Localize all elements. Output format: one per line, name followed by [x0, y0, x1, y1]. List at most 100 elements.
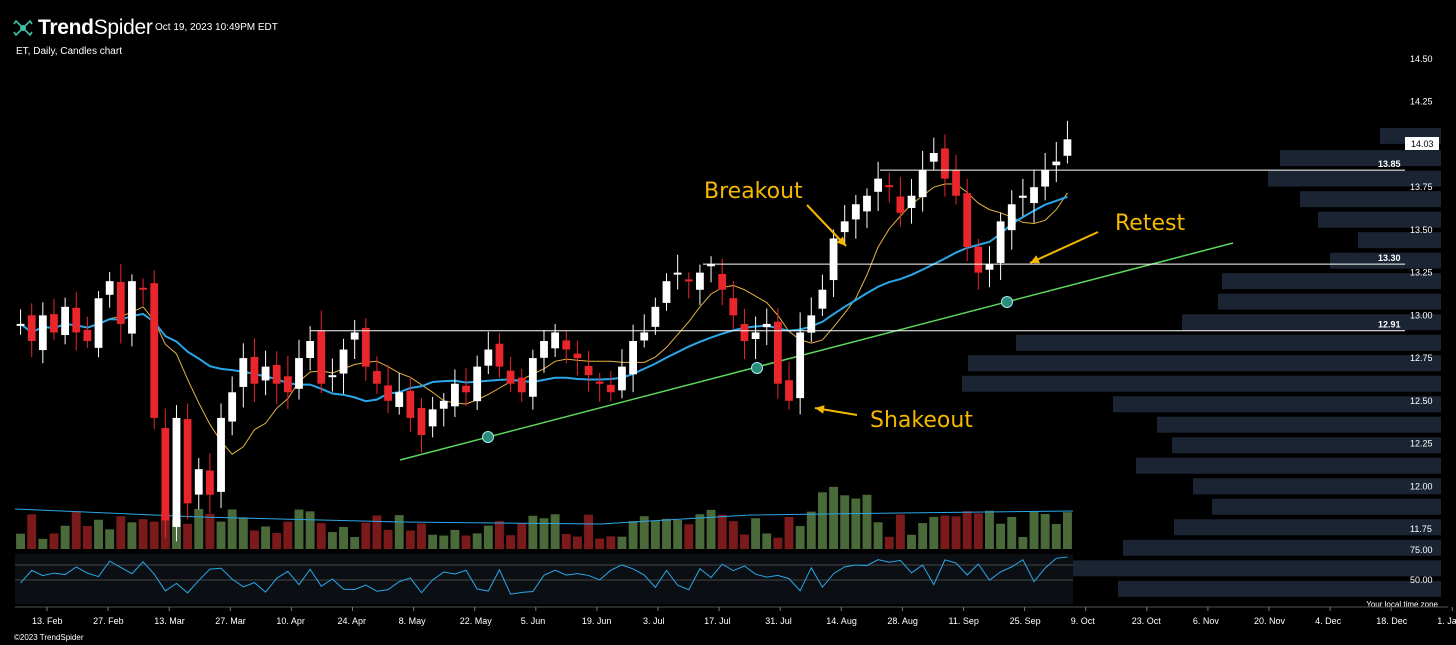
osc-tick-label: 75.00 — [1410, 545, 1433, 555]
candle-body — [696, 272, 704, 290]
volume-bar — [372, 515, 382, 549]
volume-bar — [116, 516, 126, 549]
x-tick-label: 18. Dec — [1376, 616, 1408, 626]
volume-bar — [528, 515, 538, 549]
level-label: 13.30 — [1378, 253, 1401, 263]
y-tick-label: 13.50 — [1410, 225, 1433, 235]
candle-body — [952, 170, 960, 196]
volume-bar — [494, 521, 504, 549]
trendline-touch-point — [751, 362, 763, 374]
volume-profile-bar — [1268, 170, 1441, 187]
candle-body — [94, 298, 103, 348]
x-tick-label: 10. Apr — [276, 616, 305, 626]
candle-body — [740, 324, 749, 341]
chart-subtitle: ET, Daily, Candles chart — [16, 46, 122, 57]
annotation-label: Breakout — [704, 179, 803, 204]
volume-bar — [294, 509, 304, 549]
volume-bar — [183, 523, 193, 549]
volume-bar — [461, 535, 471, 549]
volume-bar — [561, 533, 571, 549]
volume-bar — [439, 535, 449, 549]
trendline-touch-point — [1001, 296, 1013, 308]
volume-bar — [806, 511, 816, 549]
copyright: ©2023 TrendSpider — [14, 633, 84, 642]
candle-body — [395, 392, 404, 407]
candle-body — [851, 204, 860, 220]
volume-profile-bar — [1136, 457, 1441, 474]
volume-profile-bar — [1113, 396, 1441, 413]
candle-body — [963, 193, 972, 247]
volume-bar — [149, 521, 159, 549]
x-tick-label: 9. Oct — [1071, 616, 1096, 626]
candle-body — [573, 353, 582, 359]
volume-bar — [483, 525, 493, 549]
y-tick-label: 12.00 — [1410, 481, 1433, 491]
y-tick-label: 12.75 — [1410, 353, 1433, 363]
x-tick-label: 27. Feb — [93, 616, 124, 626]
x-tick-label: 11. Sep — [949, 616, 979, 626]
y-axis: 14.5014.2514.0013.7513.5013.2513.0012.75… — [1405, 54, 1439, 585]
candle-body — [640, 332, 649, 341]
volume-bar — [784, 516, 794, 549]
candle-body — [662, 281, 671, 303]
volume-bar — [717, 514, 727, 549]
volume-bar — [895, 514, 905, 549]
volume-bar — [394, 515, 404, 549]
candle-body — [985, 264, 994, 270]
candle-body — [506, 370, 515, 384]
volume-bar — [840, 495, 850, 549]
candle-body — [217, 417, 225, 492]
volume-bar — [272, 532, 282, 549]
volume-bar — [962, 511, 972, 549]
volume-bar — [417, 523, 426, 549]
volume-profile-bar — [1193, 478, 1441, 495]
candle-body — [1063, 139, 1072, 156]
candle-body — [885, 185, 894, 188]
volume-bar — [327, 532, 337, 549]
brand-header: TrendSpider — [12, 16, 153, 40]
volume-bar — [617, 536, 627, 549]
volume-bar — [795, 526, 805, 549]
brand-name: TrendSpider — [38, 16, 153, 39]
y-tick-label: 12.50 — [1410, 396, 1433, 406]
candle-body — [807, 315, 816, 333]
volume-bar — [205, 513, 215, 549]
candle-body — [83, 329, 92, 341]
volume-profile-bar — [1123, 539, 1441, 556]
x-tick-label: 13. Feb — [32, 616, 63, 626]
x-tick-label: 6. Nov — [1193, 616, 1220, 626]
candle-body — [306, 341, 315, 358]
volume-profile-bar — [968, 355, 1441, 372]
annotation-label: Retest — [1115, 211, 1185, 236]
volume-bar — [951, 516, 961, 549]
indicator-lines — [19, 183, 1234, 461]
candle-body — [38, 315, 47, 351]
candle-body — [551, 332, 560, 349]
x-tick-label: 17. Jul — [704, 616, 731, 626]
candle-body — [1007, 204, 1016, 231]
candle-body — [796, 332, 805, 399]
volume-profile-bar — [1172, 437, 1441, 454]
trendline — [399, 242, 1234, 461]
price-levels: 13.85 13.30 12.91 — [310, 159, 1405, 332]
candle-body — [673, 272, 682, 275]
candle-body — [907, 195, 916, 209]
volume-bar — [940, 515, 950, 549]
volume-bar — [305, 511, 315, 549]
volume-bar — [450, 529, 460, 549]
candle-body — [228, 392, 237, 422]
volume-bar — [929, 516, 939, 549]
volume-bar — [996, 523, 1006, 549]
volume-profile-bar — [1218, 293, 1441, 310]
candle-body — [773, 321, 782, 384]
volume-bar — [550, 514, 560, 549]
candle-body — [350, 332, 359, 340]
volume-bar — [628, 521, 638, 549]
x-tick-label: 1. Jan — [1437, 616, 1456, 626]
volume-profile-bar — [1358, 232, 1441, 249]
volume-profile-bar — [1318, 211, 1441, 228]
x-tick-label: 13. Mar — [154, 616, 185, 626]
candle-body — [50, 314, 58, 333]
volume-bar — [506, 535, 516, 549]
